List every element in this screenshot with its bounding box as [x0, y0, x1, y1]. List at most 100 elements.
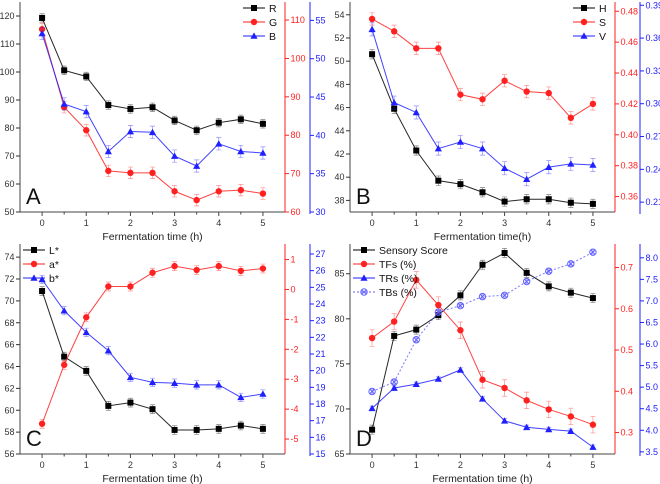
right-tick-label: 0.7 [621, 263, 634, 273]
data-point [434, 308, 443, 316]
data-point [589, 421, 597, 428]
square-marker [193, 426, 200, 433]
panel-letter: C [26, 426, 42, 451]
square-marker [413, 326, 420, 333]
x-marker [568, 261, 574, 267]
triangle-marker [589, 161, 597, 168]
data-point [61, 353, 68, 360]
data-point [456, 301, 465, 310]
data-point [83, 127, 90, 134]
right-tick-label: 100 [291, 53, 306, 63]
left-tick-label: 52 [334, 33, 344, 43]
right-tick-label: -2 [291, 344, 299, 354]
triangle-marker [478, 144, 487, 152]
circle-marker [193, 196, 200, 204]
data-point [149, 406, 156, 413]
x-tick-label: 5 [590, 460, 595, 470]
square-marker [105, 402, 112, 409]
data-point [523, 269, 530, 276]
triangle-marker [434, 375, 442, 382]
square-marker [251, 5, 257, 11]
left-tick-label: 72 [4, 274, 14, 284]
circle-marker [435, 45, 442, 52]
circle-marker [149, 169, 156, 177]
data-point [148, 128, 157, 136]
data-point [193, 381, 201, 388]
data-point [478, 144, 487, 152]
x-tick-label: 2 [458, 218, 463, 228]
series-line [371, 54, 593, 205]
right-tick-label: -5 [291, 434, 299, 444]
data-point [61, 67, 68, 74]
legend-item: H [573, 3, 607, 15]
right2-tick-label: 22 [316, 332, 326, 342]
data-point [390, 378, 398, 386]
circle-marker [368, 15, 376, 23]
data-point [523, 88, 530, 95]
data-point [39, 14, 46, 21]
panel-letter: B [356, 184, 371, 209]
right-tick-label: -4 [291, 404, 299, 414]
data-point [567, 160, 575, 167]
data-point [412, 336, 420, 344]
right-tick-label: 0.40 [621, 130, 639, 140]
series-g [38, 23, 267, 207]
left-tick-label: 70 [4, 296, 14, 306]
panel-c: 0 1 2 3 4 556586062646668707274-5-4-3-2-10115… [4, 244, 326, 484]
circle-marker [105, 167, 112, 175]
left-tick-label: 85 [334, 269, 344, 279]
circle-x-marker [390, 378, 398, 386]
data-point [567, 427, 575, 434]
data-point [501, 250, 508, 257]
square-marker [413, 147, 420, 154]
data-point [456, 138, 465, 145]
data-point [545, 406, 552, 413]
square-marker [61, 353, 68, 360]
triangle-marker [434, 144, 442, 152]
data-point [412, 380, 420, 387]
left-tick-label: 100 [0, 67, 15, 77]
data-point [215, 425, 222, 432]
circle-x-marker [412, 336, 420, 344]
square-marker [127, 399, 134, 406]
left-tick-label: 48 [334, 79, 344, 89]
data-point [237, 186, 245, 194]
triangle-marker [237, 147, 245, 155]
data-point [501, 384, 508, 392]
data-point [500, 417, 509, 424]
legend: HSV [573, 3, 607, 43]
triangle-marker [170, 379, 179, 386]
left-tick-label: 62 [4, 383, 14, 393]
circle-marker [368, 334, 376, 342]
data-point [545, 163, 553, 170]
series-h [369, 49, 596, 209]
data-point [479, 96, 486, 103]
right2-tick-label: 0.21 [646, 197, 660, 207]
circle-x-marker [360, 288, 368, 296]
x-tick-label: 1 [414, 460, 419, 470]
square-marker [83, 367, 90, 374]
data-point [259, 149, 267, 156]
panel-a: 0 1 2 3 4 55060708090100110120607080901001103… [0, 2, 326, 243]
circle-marker [567, 114, 575, 122]
circle-marker [580, 18, 588, 26]
legend-marker [250, 32, 258, 39]
circle-marker [545, 406, 552, 413]
right2-tick-label: 45 [316, 92, 326, 102]
data-point [237, 267, 245, 275]
triangle-marker [523, 423, 531, 431]
x-axis-title: Fermentation time (h) [102, 473, 202, 484]
data-point [170, 379, 179, 386]
legend-label: b* [49, 273, 59, 285]
left-tick-label: 44 [334, 126, 344, 136]
data-point [60, 100, 68, 107]
circle-x-marker [567, 260, 575, 268]
right-tick-label: 0.4 [621, 386, 634, 396]
triangle-marker [500, 417, 509, 424]
series-trs [368, 366, 597, 450]
right2-tick-label: 27 [316, 249, 326, 259]
x-tick-label: 3 [172, 218, 177, 228]
triangle-marker [456, 138, 465, 145]
square-marker [369, 51, 376, 58]
data-point [390, 318, 398, 325]
